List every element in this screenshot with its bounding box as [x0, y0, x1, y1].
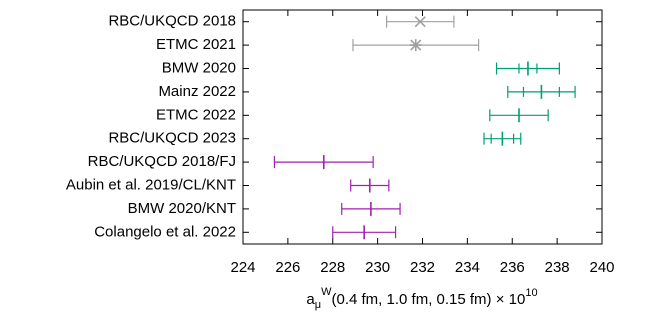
y-tick-label: Aubin et al. 2019/CL/KNT	[66, 176, 236, 193]
x-tick-label: 230	[365, 259, 390, 276]
x-label-exp: 10	[525, 287, 537, 299]
x-label-sup: W	[321, 286, 332, 298]
x-tick-label: 226	[275, 259, 300, 276]
x-tick-label: 224	[230, 259, 255, 276]
y-tick-label: BMW 2020/KNT	[128, 200, 236, 217]
y-tick-label: RBC/UKQCD 2023	[108, 130, 236, 147]
x-tick-label: 234	[455, 259, 480, 276]
y-tick-label: RBC/UKQCD 2018	[108, 13, 236, 30]
x-tick-label: 232	[410, 259, 435, 276]
x-label-rest: (0.4 fm, 1.0 fm, 0.15 fm) × 10	[332, 291, 526, 308]
x-label-sub: μ	[315, 299, 321, 311]
y-tick-label: Mainz 2022	[158, 83, 236, 100]
point-marker	[414, 16, 426, 28]
y-tick-label: ETMC 2021	[156, 36, 236, 53]
point-marker	[409, 39, 422, 52]
y-tick-label: BMW 2020	[162, 59, 236, 76]
x-tick-label: 240	[589, 259, 614, 276]
y-tick-label: ETMC 2022	[156, 106, 236, 123]
x-tick-label: 238	[545, 259, 570, 276]
x-label-base: a	[306, 291, 315, 308]
y-tick-label: RBC/UKQCD 2018/FJ	[88, 153, 236, 170]
x-tick-label: 228	[320, 259, 345, 276]
y-tick-label: Colangelo et al. 2022	[94, 223, 236, 240]
x-axis-label: aμW(0.4 fm, 1.0 fm, 0.15 fm) × 1010	[306, 286, 537, 311]
x-tick-label: 236	[500, 259, 525, 276]
